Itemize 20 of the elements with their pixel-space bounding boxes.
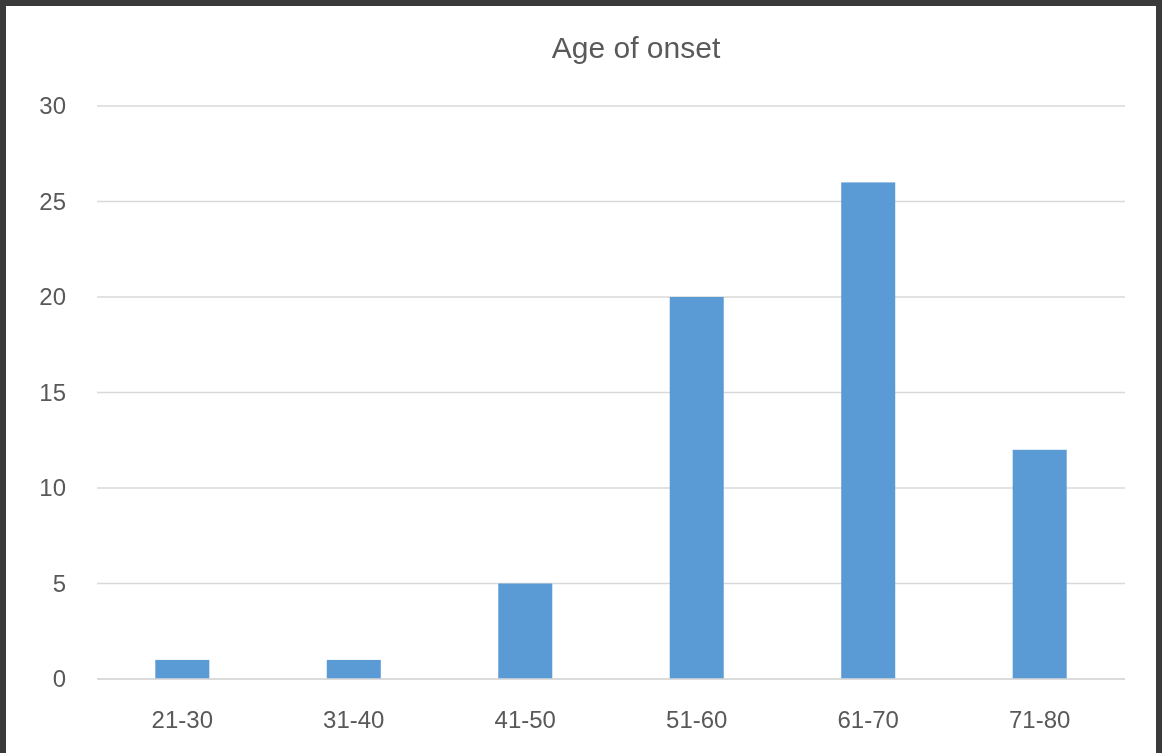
x-tick-label: 51-60 — [666, 706, 728, 733]
bar — [155, 659, 210, 679]
bar — [669, 297, 724, 679]
y-tick-label: 10 — [39, 474, 66, 502]
bar — [326, 659, 381, 679]
chart-title: Age of onset — [551, 31, 721, 64]
bar — [841, 182, 896, 679]
x-tick-label: 21-30 — [151, 706, 213, 733]
bar — [498, 583, 553, 679]
y-tick-label: 15 — [39, 378, 66, 406]
y-tick-label: 25 — [39, 187, 66, 215]
y-tick-label: 5 — [52, 569, 66, 597]
x-tick-label: 41-50 — [494, 706, 556, 733]
y-tick-label: 0 — [52, 665, 66, 693]
y-tick-label: 30 — [39, 92, 66, 120]
x-tick-label: 31-40 — [323, 706, 385, 733]
y-tick-label: 20 — [39, 283, 66, 311]
x-tick-label: 71-80 — [1009, 706, 1071, 733]
bar — [1012, 449, 1067, 679]
x-tick-label: 61-70 — [837, 706, 899, 733]
